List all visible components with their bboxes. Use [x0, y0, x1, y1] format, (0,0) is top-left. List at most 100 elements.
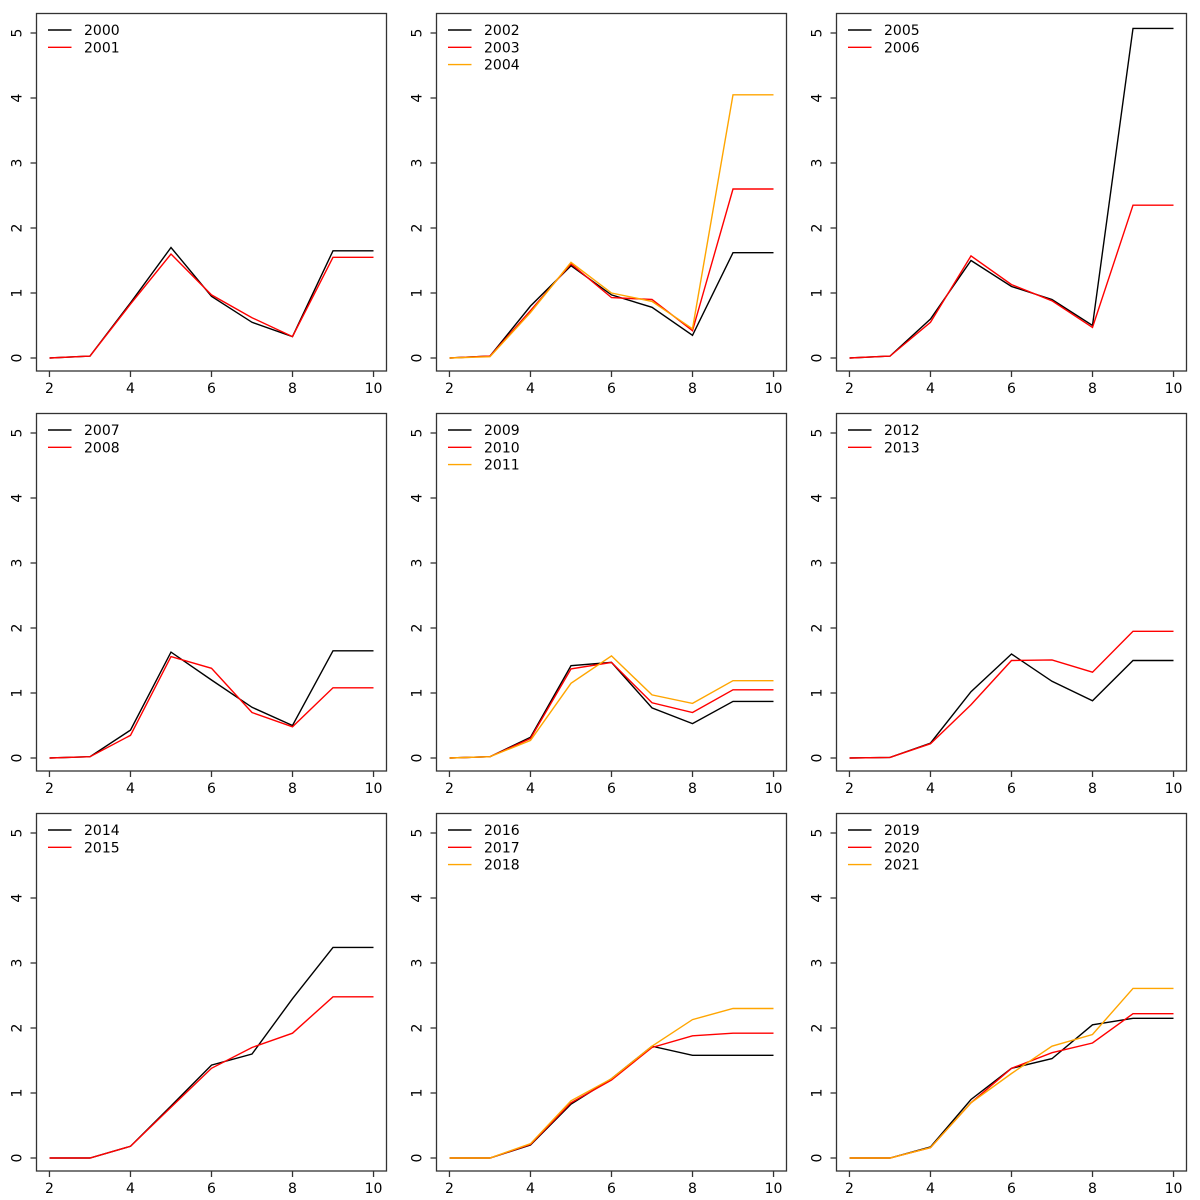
plot-panel-7: 2 4 6 8 10 0 1 2 3 4 5 2014 2015: [0, 800, 400, 1200]
series-line-2011: [449, 655, 774, 759]
x-axis-tick-label: 2: [845, 1181, 854, 1197]
y-axis-tick-label: 0: [10, 354, 26, 363]
series-line-2007: [49, 650, 374, 759]
series-line-2015: [49, 996, 374, 1159]
y-axis-tick-label: 1: [810, 289, 826, 298]
x-axis-tick-label: 10: [365, 381, 383, 397]
x-axis-tick-label: 4: [926, 781, 935, 797]
y-axis-tick-label: 3: [810, 959, 826, 968]
y-axis-tick-label: 1: [10, 689, 26, 698]
x-axis-tick-label: 8: [1088, 1181, 1097, 1197]
x-axis-tick-label: 2: [845, 781, 854, 797]
y-axis-tick-label: 1: [810, 689, 826, 698]
legend-label-2012: 2012: [884, 423, 920, 439]
y-axis-tick-label: 5: [810, 29, 826, 38]
x-axis-tick-label: 6: [1007, 381, 1016, 397]
x-axis-tick-label: 10: [365, 1181, 383, 1197]
legend-label-2007: 2007: [84, 423, 120, 439]
x-axis-tick-label: 8: [688, 381, 697, 397]
x-axis-tick-label: 10: [1165, 1181, 1183, 1197]
y-axis-tick-label: 2: [10, 1024, 26, 1033]
y-axis-tick-label: 5: [410, 429, 426, 438]
legend-label-2008: 2008: [84, 440, 120, 456]
legend-entry-2021: 2021: [848, 858, 920, 874]
y-axis-tick-label: 0: [810, 754, 826, 763]
legend-label-2014: 2014: [84, 823, 120, 839]
legend-entry-2020: 2020: [848, 840, 920, 856]
x-axis-tick-label: 10: [1165, 381, 1183, 397]
series-line-2008: [49, 655, 374, 759]
series-line-2003: [449, 188, 774, 359]
plot-panel-2: 2 4 6 8 10 0 1 2 3 4 5 2002 2003 2004: [400, 0, 800, 400]
y-axis-tick-label: 4: [10, 93, 26, 102]
plot-box: [835, 12, 1188, 372]
x-axis-tick-label: 2: [445, 1181, 454, 1197]
series-line-2013: [849, 630, 1174, 759]
x-axis-tick-label: 2: [445, 781, 454, 797]
series-line-2002: [449, 251, 774, 359]
y-axis-tick-label: 2: [810, 624, 826, 633]
y-axis-tick-label: 4: [410, 893, 426, 902]
legend-label-2009: 2009: [484, 423, 520, 439]
y-axis-tick-label: 1: [810, 1089, 826, 1098]
legend-label-2003: 2003: [484, 40, 520, 56]
x-axis-tick-label: 8: [288, 1181, 297, 1197]
series-line-2000: [49, 246, 374, 359]
legend-label-2000: 2000: [84, 23, 120, 39]
legend-entry-2012: 2012: [848, 423, 920, 439]
series-line-2021: [849, 987, 1174, 1159]
series-line-2006: [849, 204, 1174, 359]
legend-label-2001: 2001: [84, 40, 120, 56]
x-axis-tick-label: 4: [126, 781, 135, 797]
y-axis-tick-label: 2: [810, 224, 826, 233]
legend-label-2013: 2013: [884, 440, 920, 456]
y-axis-tick-label: 5: [10, 29, 26, 38]
legend-entry-2007: 2007: [48, 423, 120, 439]
legend-entry-2011: 2011: [448, 458, 520, 474]
plot-box: [35, 812, 388, 1172]
x-axis-tick-label: 2: [845, 381, 854, 397]
x-axis-tick-label: 6: [607, 1181, 616, 1197]
y-axis-tick-label: 2: [10, 224, 26, 233]
y-axis-tick-label: 0: [10, 754, 26, 763]
series-line-2004: [449, 94, 774, 359]
y-axis-tick-label: 4: [810, 893, 826, 902]
legend-label-2021: 2021: [884, 858, 920, 874]
legend-label-2004: 2004: [484, 58, 520, 74]
series-line-2012: [849, 653, 1174, 759]
legend-label-2011: 2011: [484, 458, 520, 474]
legend-entry-2000: 2000: [48, 23, 120, 39]
legend-label-2010: 2010: [484, 440, 520, 456]
y-axis-tick-label: 2: [410, 624, 426, 633]
x-axis-tick-label: 4: [526, 781, 535, 797]
x-axis-tick-label: 4: [126, 1181, 135, 1197]
y-axis-tick-label: 3: [10, 959, 26, 968]
legend-entry-2018: 2018: [448, 858, 520, 874]
legend-label-2015: 2015: [84, 840, 120, 856]
x-axis-tick-label: 10: [765, 381, 783, 397]
legend-entry-2010: 2010: [448, 440, 520, 456]
y-axis-tick-label: 3: [410, 559, 426, 568]
legend-entry-2001: 2001: [48, 40, 120, 56]
legend-entry-2017: 2017: [448, 840, 520, 856]
x-axis-tick-label: 2: [45, 381, 54, 397]
y-axis-tick-label: 5: [10, 829, 26, 838]
x-axis-tick-label: 6: [607, 781, 616, 797]
y-axis-tick-label: 4: [410, 93, 426, 102]
legend-label-2006: 2006: [884, 40, 920, 56]
legend-label-2005: 2005: [884, 23, 920, 39]
series-line-2018: [449, 1007, 774, 1159]
plot-panel-5: 2 4 6 8 10 0 1 2 3 4 5 2009 2010 2011: [400, 400, 800, 800]
y-axis-tick-label: 2: [10, 624, 26, 633]
legend-entry-2016: 2016: [448, 823, 520, 839]
y-axis-tick-label: 1: [410, 1089, 426, 1098]
plot-panel-9: 2 4 6 8 10 0 1 2 3 4 5 2019 2020 2021: [800, 800, 1200, 1200]
x-axis-tick-label: 6: [607, 381, 616, 397]
y-axis-tick-label: 4: [810, 493, 826, 502]
